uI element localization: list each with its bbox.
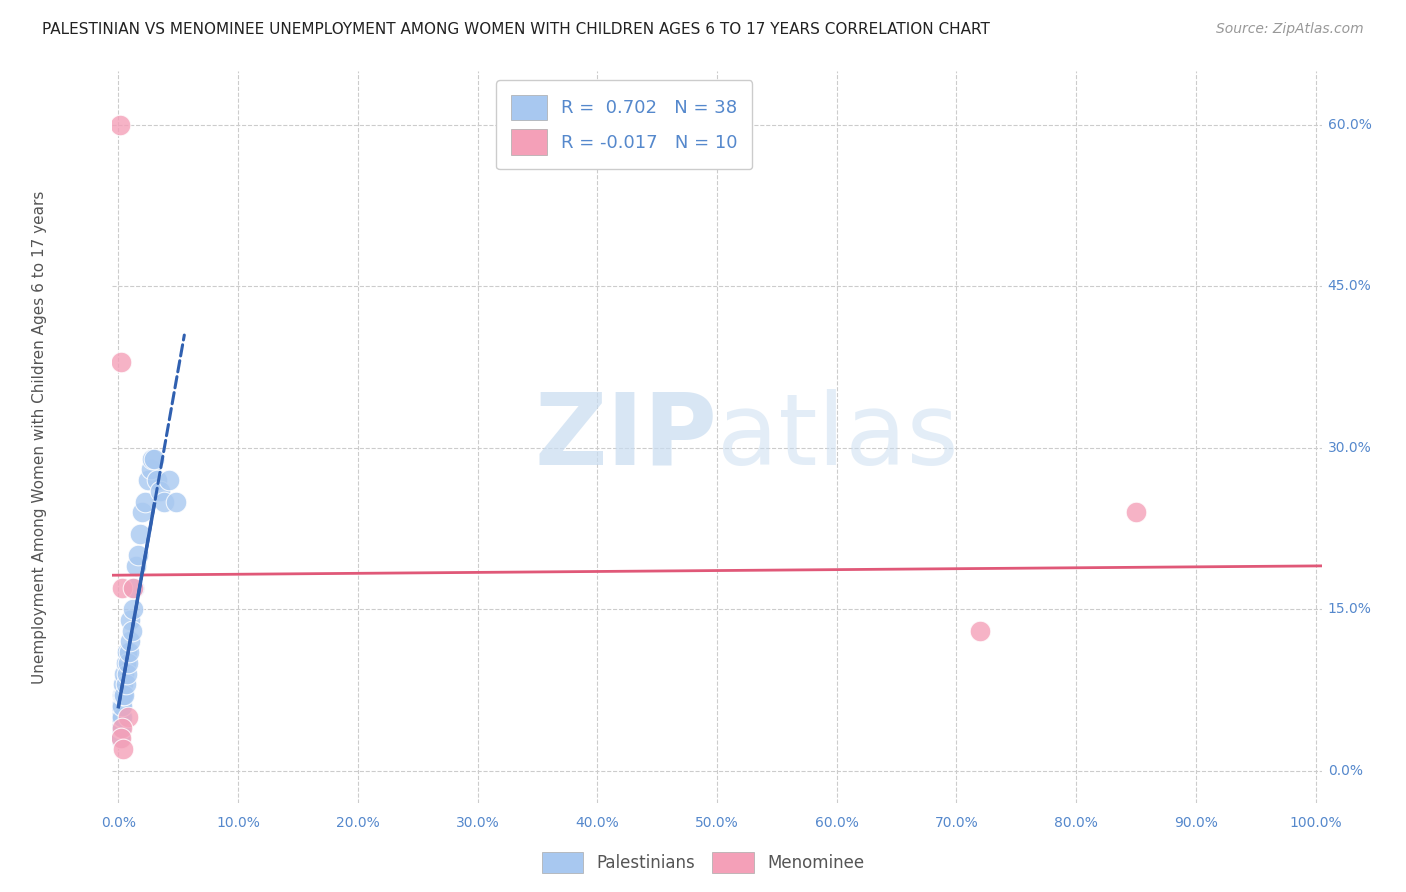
Point [110, 355, 132, 369]
Point [110, 698, 132, 713]
Point [165, 494, 187, 508]
Point [969, 624, 991, 638]
Point [129, 527, 152, 541]
Point [121, 624, 143, 638]
Point [111, 721, 134, 735]
Text: Unemployment Among Women with Children Ages 6 to 17 years: Unemployment Among Women with Children A… [32, 190, 48, 684]
Point [127, 549, 149, 563]
Point [115, 645, 138, 659]
Point [110, 710, 132, 724]
Text: 50.0%: 50.0% [695, 815, 740, 830]
Point [108, 118, 131, 132]
Point [108, 710, 131, 724]
Text: ZIP: ZIP [534, 389, 717, 485]
Point [110, 721, 132, 735]
Point [118, 645, 141, 659]
Point [121, 581, 143, 595]
Point [112, 677, 135, 691]
Point [114, 666, 136, 681]
Point [139, 462, 162, 476]
Point [120, 634, 142, 648]
Text: 15.0%: 15.0% [1327, 602, 1371, 616]
Point [108, 721, 131, 735]
Point [131, 505, 153, 519]
Text: PALESTINIAN VS MENOMINEE UNEMPLOYMENT AMONG WOMEN WITH CHILDREN AGES 6 TO 17 YEA: PALESTINIAN VS MENOMINEE UNEMPLOYMENT AM… [42, 22, 990, 37]
Text: 30.0%: 30.0% [1327, 441, 1371, 455]
Text: 40.0%: 40.0% [575, 815, 619, 830]
Point [110, 731, 132, 746]
Legend: R =  0.702   N = 38, R = -0.017   N = 10: R = 0.702 N = 38, R = -0.017 N = 10 [496, 80, 752, 169]
Point [149, 483, 172, 498]
Point [112, 742, 135, 756]
Point [146, 473, 169, 487]
Text: 90.0%: 90.0% [1174, 815, 1218, 830]
Point [157, 473, 180, 487]
Point [122, 581, 145, 595]
Point [143, 451, 166, 466]
Point [114, 656, 136, 670]
Text: 20.0%: 20.0% [336, 815, 380, 830]
Point [125, 559, 148, 574]
Text: 60.0%: 60.0% [815, 815, 859, 830]
Text: 0.0%: 0.0% [101, 815, 136, 830]
Point [121, 602, 143, 616]
Text: 60.0%: 60.0% [1327, 118, 1371, 132]
Text: Source: ZipAtlas.com: Source: ZipAtlas.com [1216, 22, 1364, 37]
Point [111, 688, 134, 702]
Text: 30.0%: 30.0% [456, 815, 499, 830]
Point [115, 666, 138, 681]
Point [111, 698, 134, 713]
Point [111, 710, 134, 724]
Point [112, 688, 135, 702]
Text: 0.0%: 0.0% [1327, 764, 1362, 778]
Point [108, 731, 131, 746]
Legend: Palestinians, Menominee: Palestinians, Menominee [536, 846, 870, 880]
Point [134, 494, 156, 508]
Point [111, 581, 134, 595]
Point [114, 688, 136, 702]
Text: 70.0%: 70.0% [935, 815, 979, 830]
Point [1125, 505, 1147, 519]
Point [153, 494, 176, 508]
Point [117, 710, 139, 724]
Text: atlas: atlas [717, 389, 959, 485]
Point [117, 656, 139, 670]
Text: 80.0%: 80.0% [1054, 815, 1098, 830]
Point [141, 451, 163, 466]
Point [120, 613, 142, 627]
Point [138, 473, 160, 487]
Text: 45.0%: 45.0% [1327, 279, 1371, 293]
Point [114, 677, 136, 691]
Text: 100.0%: 100.0% [1289, 815, 1341, 830]
Text: 10.0%: 10.0% [217, 815, 260, 830]
